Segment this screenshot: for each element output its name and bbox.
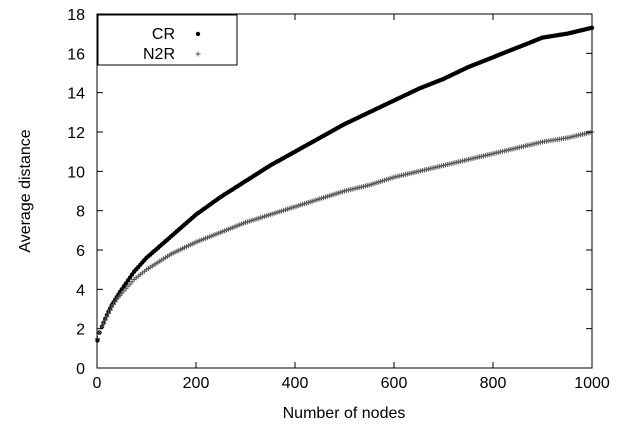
y-tick-label: 2: [76, 322, 85, 339]
x-tick-label: 600: [381, 375, 408, 392]
legend-marker-n2r: [195, 51, 201, 57]
data-point: [101, 320, 107, 326]
ticks-layer: 0 200 400 600 800 1000 0 2 4 6 8 10 12 14 16 18: [67, 7, 610, 392]
legend: CR N2R: [97, 14, 238, 66]
data-point: [104, 314, 110, 320]
y-tick-label: 12: [67, 125, 85, 142]
x-tick-label: 200: [183, 375, 210, 392]
y-tick-label: 18: [67, 7, 85, 24]
data-point: [109, 304, 115, 310]
y-tick-label: 6: [76, 243, 85, 260]
series-cr: [95, 25, 595, 343]
data-point: [112, 299, 118, 305]
x-tick-label: 800: [480, 375, 507, 392]
x-tick-label: 400: [282, 375, 309, 392]
plot-frame: [96, 13, 593, 369]
y-tick-label: 14: [67, 86, 85, 103]
data-point: [111, 301, 116, 307]
legend-box: [97, 14, 238, 66]
x-tick-label: 0: [93, 375, 102, 392]
y-tick-label: 8: [76, 204, 85, 221]
data-point: [107, 307, 113, 313]
y-tick-label: 16: [67, 46, 85, 63]
y-tick-label: 4: [76, 282, 85, 299]
data-point: [96, 330, 102, 336]
data-point: [106, 311, 112, 317]
series-layer: [94, 25, 595, 343]
data-point: [102, 317, 108, 323]
x-tick-label: 1000: [574, 375, 610, 392]
legend-marker-cr: [195, 31, 201, 37]
x-axis-title: Number of nodes: [283, 405, 406, 422]
legend-label-n2r: N2R: [143, 46, 175, 63]
y-axis-title: Average distance: [17, 129, 34, 252]
y-tick-label: 10: [67, 164, 85, 181]
series-n2r: [94, 129, 595, 341]
y-tick-label: 0: [76, 361, 85, 378]
legend-label-cr: CR: [152, 26, 175, 43]
